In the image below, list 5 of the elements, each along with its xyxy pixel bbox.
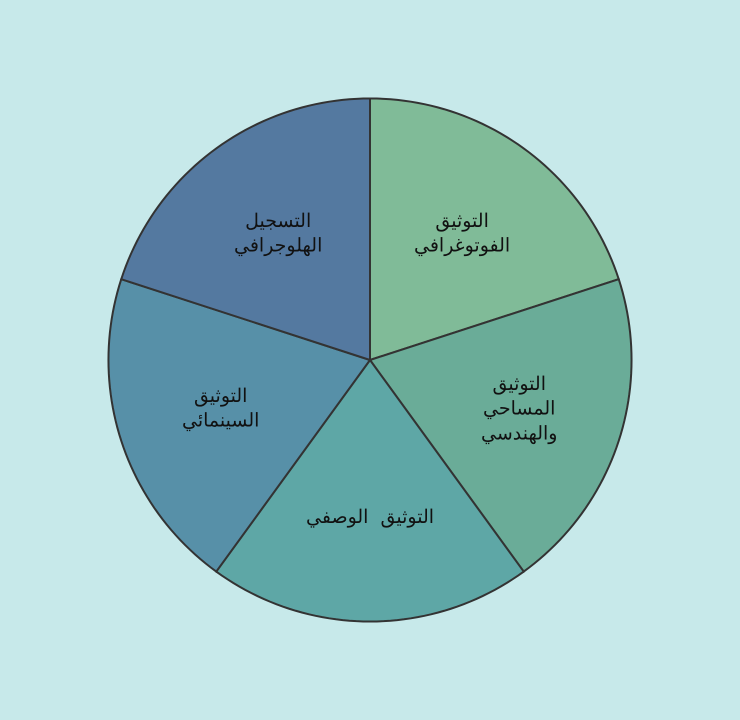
slice-label: التوثيق الوصفي [306, 506, 434, 528]
slice-label: التسجيل الهلوجرافي [234, 210, 322, 257]
slice-label: التوثيق السينمائي [182, 385, 260, 432]
slice-label: التوثيق الفوتوغرافي [414, 210, 510, 257]
slice-label: التوثيق المساحي والهندسي [481, 373, 558, 444]
